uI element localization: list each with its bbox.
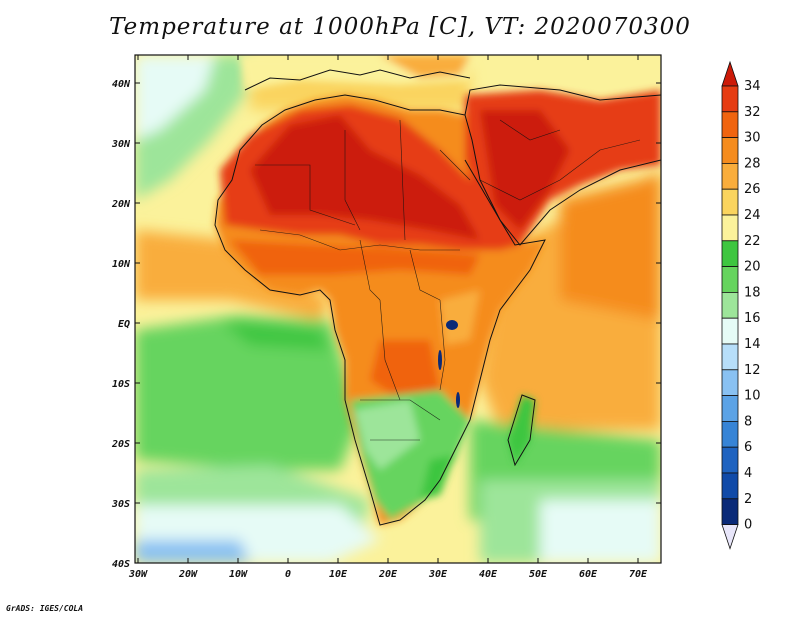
lon-label-40e: 40E <box>479 569 498 580</box>
colorbar-label: 16 <box>744 311 761 326</box>
country-borders <box>255 119 641 441</box>
colorbar-label: 34 <box>744 79 761 94</box>
colorbar-label: 18 <box>744 285 761 300</box>
colorbar-top-arrow <box>721 60 739 87</box>
map-frame <box>134 54 662 564</box>
lat-label-30n: 30N <box>111 139 131 150</box>
colorbar-swatch <box>721 472 739 500</box>
credit-text: GrADS: IGES/COLA <box>6 604 84 613</box>
colorbar-label: 30 <box>744 131 761 146</box>
lat-label-40s: 40S <box>112 559 130 570</box>
colorbar-label: 0 <box>744 518 752 533</box>
colorbar-label: 20 <box>744 260 761 275</box>
lat-label-40n: 40N <box>112 79 131 90</box>
colorbar-label: 26 <box>744 182 761 197</box>
colorbar-swatch <box>721 214 739 242</box>
lat-label-eq: EQ <box>118 319 130 330</box>
colorbar-swatch <box>721 343 739 371</box>
lat-label-10s: 10S <box>112 379 130 390</box>
colorbar-swatch <box>721 240 739 268</box>
lat-label-10n: 10N <box>112 259 131 270</box>
lon-label-10e: 10E <box>329 569 348 580</box>
colorbar-label: 8 <box>744 414 752 429</box>
colorbar-swatch <box>721 137 739 164</box>
lon-label-30w: 30W <box>128 569 148 580</box>
lat-label-20n: 20N <box>111 199 131 210</box>
lon-label-50e: 50E <box>529 569 548 580</box>
colorbar-label: 32 <box>744 105 761 120</box>
lon-label-10w: 10W <box>229 569 248 580</box>
colorbar-label: 2 <box>744 492 752 507</box>
temperature-field <box>135 55 661 563</box>
colorbar-label: 14 <box>744 337 761 352</box>
lat-label-20s: 20S <box>111 439 130 450</box>
colorbar-swatch <box>721 317 739 345</box>
lon-label-20w: 20W <box>178 569 198 580</box>
colorbar-bottom-arrow <box>721 524 739 550</box>
colorbar-swatch <box>721 266 739 293</box>
chart-title: Temperature at 1000hPa [C], VT: 20200703… <box>109 14 691 40</box>
colorbar-swatch <box>721 85 739 113</box>
colorbar-label: 4 <box>744 466 752 481</box>
colorbar-label: 10 <box>744 389 761 404</box>
colorbar-label: 6 <box>744 440 752 455</box>
colorbar <box>721 60 739 550</box>
lon-label-30e: 30E <box>428 569 448 580</box>
colorbar-label: 12 <box>744 363 761 378</box>
colorbar-swatch <box>721 446 739 474</box>
lat-label-30s: 30S <box>111 499 130 510</box>
coastline <box>214 69 661 526</box>
colorbar-label: 24 <box>744 208 761 223</box>
lon-label-70e: 70E <box>629 569 648 580</box>
colorbar-swatch <box>721 498 739 525</box>
colorbar-label: 28 <box>744 156 761 171</box>
colorbar-swatch <box>721 369 739 396</box>
colorbar-swatch <box>721 420 739 448</box>
colorbar-swatch <box>721 291 739 319</box>
colorbar-swatch <box>721 395 739 422</box>
colorbar-swatch <box>721 162 739 190</box>
colorbar-label: 22 <box>744 234 761 249</box>
lon-label-60e: 60E <box>579 569 598 580</box>
great-lakes <box>438 320 460 408</box>
colorbar-swatch <box>721 188 739 216</box>
colorbar-swatch <box>721 111 739 139</box>
lon-label-0: 0 <box>285 569 291 580</box>
lon-label-20e: 20E <box>378 569 398 580</box>
